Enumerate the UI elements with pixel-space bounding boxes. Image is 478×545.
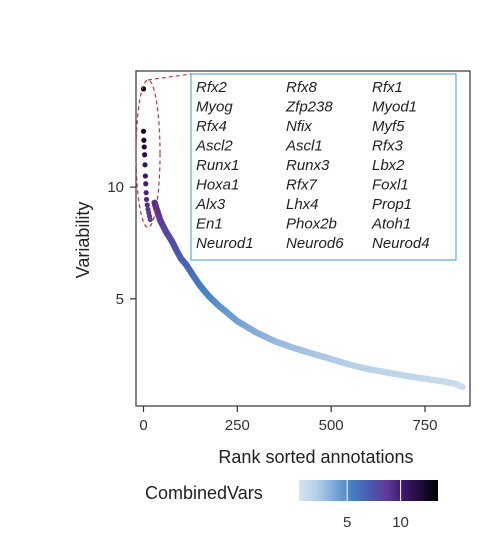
gene-label: Lhx4	[286, 196, 319, 213]
plot-area: Rfx2 Myog Rfx4 Ascl2 Runx1 Hoxa1 Alx3 En1 Neurod…	[135, 70, 471, 407]
highlight-ellipse	[135, 79, 161, 228]
gene-label: Myog	[196, 99, 233, 116]
highlighted-point	[142, 173, 148, 179]
y-axis-label: Variability	[73, 202, 93, 279]
x-tick-label: 750	[412, 417, 437, 434]
plot-frame	[135, 70, 471, 407]
y-tick-label: 10	[107, 179, 124, 196]
highlighted-points	[140, 86, 153, 223]
highlighted-point	[141, 144, 147, 150]
highlighted-point	[144, 202, 150, 208]
gene-label: Myod1	[372, 99, 417, 116]
gene-label: Rfx8	[286, 79, 318, 96]
gene-label: Hoxa1	[196, 177, 239, 194]
gene-label: Atoh1	[371, 216, 411, 233]
colorbar-tick-label: 10	[392, 514, 409, 531]
gene-label: Alx3	[195, 196, 226, 213]
highlighted-point	[142, 152, 148, 158]
x-tick-label: 250	[225, 417, 250, 434]
colorbar-bar	[299, 480, 438, 501]
gene-label: Neurod6	[286, 235, 344, 252]
colorbar-tick-label: 5	[343, 514, 351, 531]
gene-label-list: Rfx2 Myog Rfx4 Ascl2 Runx1 Hoxa1 Alx3 En1 Neurod…	[195, 79, 430, 252]
highlighted-point	[143, 190, 149, 196]
gene-label: Foxl1	[372, 177, 409, 194]
gene-label: Rfx1	[372, 79, 403, 96]
colorbar: CombinedVars 5 10	[145, 480, 438, 531]
gene-label: Ascl2	[195, 138, 233, 155]
highlighted-point	[143, 196, 150, 203]
gene-label: Zfp238	[285, 99, 333, 116]
colorbar-ticks: 5 10	[343, 480, 409, 531]
gene-label: Ascl1	[285, 138, 323, 155]
callout-line-top	[147, 73, 192, 81]
gene-label: Rfx2	[196, 79, 228, 96]
gene-label: Prop1	[372, 196, 412, 213]
x-axis-label: Rank sorted annotations	[218, 447, 413, 467]
highlighted-point	[147, 216, 153, 223]
gene-label: Rfx3	[372, 138, 404, 155]
colorbar-title: CombinedVars	[145, 483, 263, 503]
x-tick-label: 500	[319, 417, 344, 434]
gene-label: Nfix	[286, 118, 312, 135]
data-curve	[151, 199, 466, 391]
highlighted-point	[143, 181, 149, 187]
gene-label: Runx1	[196, 157, 239, 174]
gene-annotation-box	[190, 73, 457, 261]
gene-label: Myf5	[372, 118, 405, 135]
highlighted-point	[142, 162, 148, 168]
gene-label: Runx3	[286, 157, 330, 174]
gene-label: Rfx7	[286, 177, 318, 194]
x-tick-label: 0	[139, 417, 147, 434]
gene-label: En1	[196, 216, 223, 233]
highlighted-point	[141, 137, 147, 143]
gene-label: Rfx4	[196, 118, 227, 135]
highlighted-point	[140, 128, 147, 134]
gene-label: Neurod4	[372, 235, 430, 252]
gene-label: Lbx2	[372, 157, 405, 174]
y-tick-label: 5	[116, 291, 124, 308]
axes: 0 250 500 750 5 10	[107, 179, 437, 434]
gene-label: Phox2b	[286, 216, 337, 233]
gene-label: Neurod1	[196, 235, 254, 252]
